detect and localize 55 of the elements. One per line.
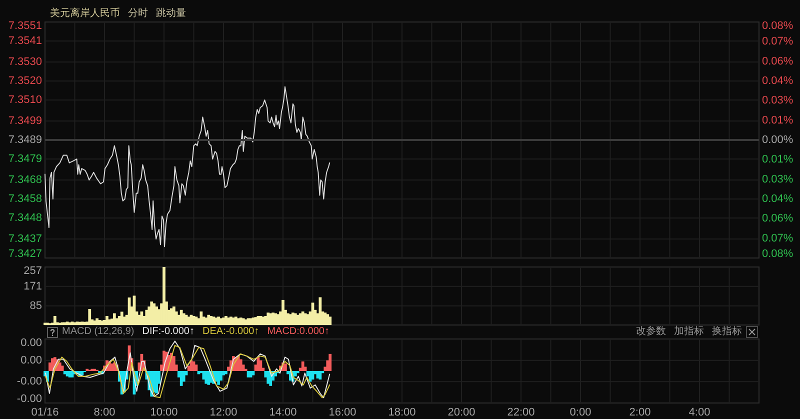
y-tick-label: 7.3479 (8, 153, 42, 166)
y-tick-label: 85 (30, 300, 42, 312)
x-tick-label: 8:00 (94, 406, 116, 418)
y-tick-label: 7.3448 (8, 212, 42, 224)
y-tick-label: 7.3468 (8, 174, 42, 186)
y2-tick-label: 0.03% (762, 94, 794, 107)
x-tick-label: 12:00 (210, 406, 238, 418)
series-label: MACD:0.000↑ (267, 326, 330, 338)
y2-tick-label: 0.06% (762, 55, 794, 68)
y-tick-label: 171 (24, 280, 42, 292)
chart-title: MACD (12,26,9) (62, 326, 134, 338)
y-tick-label: 7.3499 (8, 114, 42, 127)
y-tick-label: 7.3530 (8, 56, 42, 68)
series-label: DEA:-0.000↑ (202, 326, 260, 338)
x-tick-label: 01/16 (31, 406, 59, 418)
y2-tick-label: 0.07% (762, 232, 794, 244)
y2-tick-label: 0.04% (762, 75, 794, 87)
y-tick-label: -0.00 (16, 376, 42, 388)
x-tick-label: 10:00 (150, 406, 178, 418)
x-tick-label: 20:00 (448, 406, 476, 418)
y2-tick-label: 0.06% (762, 212, 794, 225)
series-label: DIF:-0.000↑ (142, 326, 194, 338)
chart-title: 美元离岸人民币 (50, 8, 120, 20)
y-tick-label: 7.3551 (8, 20, 42, 32)
x-tick-label: 0:00 (570, 406, 592, 418)
y2-tick-label: 0.01% (762, 154, 794, 166)
y-tick-label: 7.3437 (8, 232, 42, 245)
y2-tick-label: 0.00% (762, 134, 794, 146)
y2-tick-label: 0.04% (762, 193, 794, 205)
text: 分时 (128, 8, 148, 20)
y-tick-label: -0.00 (16, 393, 42, 405)
text: 加指标 (674, 326, 704, 338)
text: 跳动量 (156, 8, 186, 20)
y2-tick-label: 0.08% (762, 20, 794, 32)
y-tick-label: 0.00 (20, 337, 42, 349)
x-tick-label: 18:00 (388, 406, 416, 418)
y-tick-label: 7.3510 (8, 94, 42, 106)
y2-tick-label: 0.03% (762, 173, 794, 186)
y-tick-label: 7.3427 (8, 248, 42, 260)
text: 改参数 (636, 326, 666, 338)
y2-tick-label: 0.08% (762, 248, 794, 260)
y-tick-label: 7.3458 (8, 193, 42, 205)
y-tick-label: 257 (24, 265, 42, 277)
text: 换指标 (712, 326, 742, 338)
x-tick-label: 2:00 (629, 406, 651, 418)
y-tick-label: 7.3541 (8, 35, 42, 48)
x-tick-label: 22:00 (507, 406, 535, 418)
x-tick-label: 14:00 (269, 406, 297, 418)
x-tick-label: 16:00 (328, 406, 356, 418)
y2-tick-label: 0.07% (762, 36, 794, 48)
y2-tick-label: 0.01% (762, 114, 794, 126)
y-tick-label: 7.3520 (8, 75, 42, 87)
y-tick-label: 7.3489 (8, 134, 42, 146)
y-tick-label: 0.00 (20, 354, 42, 366)
x-tick-label: 4:00 (688, 406, 710, 418)
